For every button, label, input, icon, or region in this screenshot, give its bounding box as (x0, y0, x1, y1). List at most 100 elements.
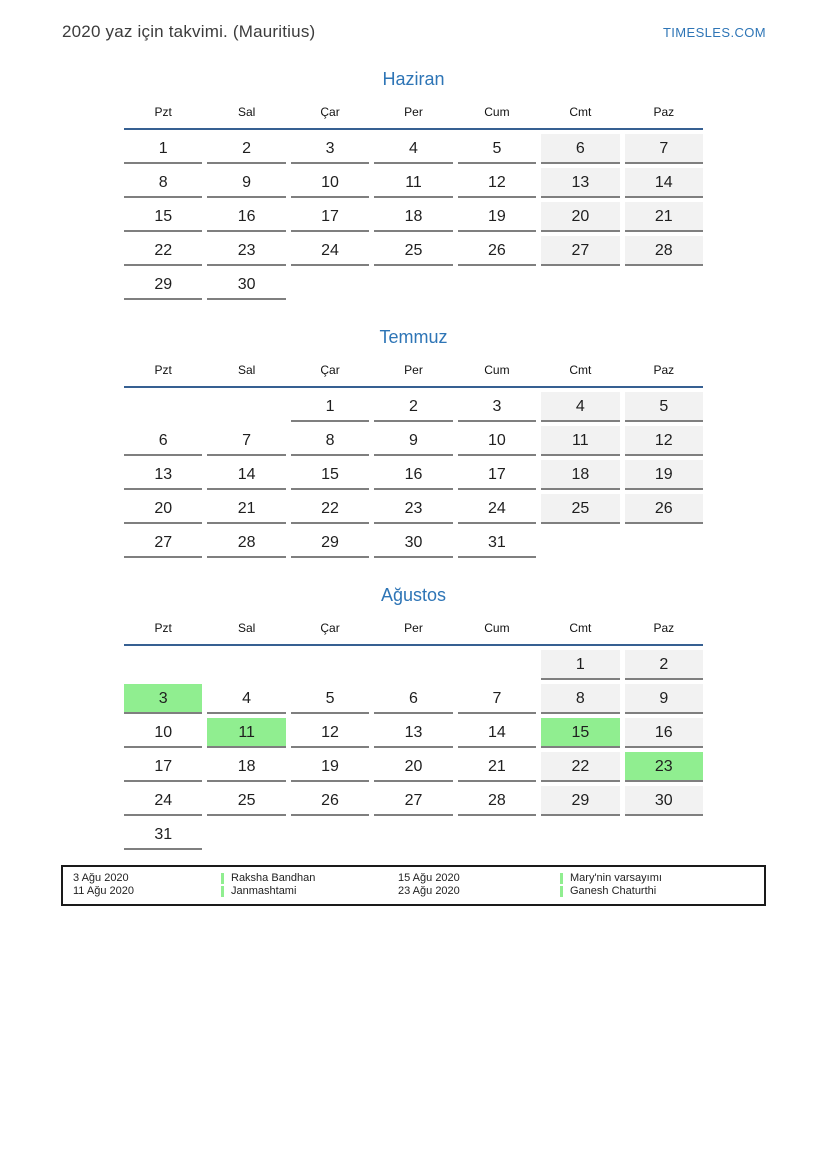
weekday-label: Cmt (569, 621, 592, 635)
weekday-label: Sal (237, 363, 256, 377)
empty-cell (207, 650, 285, 680)
legend-color-bar-icon (560, 886, 563, 897)
empty-cell (625, 528, 703, 558)
day-cell: 27 (374, 786, 453, 816)
day-cell: 11 (207, 718, 286, 748)
day-cell: 13 (541, 168, 620, 198)
day-cell: 21 (207, 494, 286, 524)
legend-date: 23 Ağu 2020 (398, 885, 460, 897)
day-cell: 9 (624, 684, 703, 714)
empty-cell (541, 528, 619, 558)
day-cell: 26 (290, 786, 370, 816)
day-cell: 25 (541, 494, 620, 524)
empty-cell (541, 820, 619, 850)
month-grid: 1 2 3 4 5 6 7 8 9 10 11 12 13 14 15 16 17 18 19 20 21 22 23 24 2… (124, 650, 703, 850)
weekday-label: Sal (237, 105, 256, 119)
month-grid: 1 2 3 4 5 6 7 8 9 10 11 12 13 14 15 16 17 18 19 20 21 22 23 24 2… (124, 392, 703, 558)
day-cell: 15 (290, 460, 370, 490)
weekday-label: Cum (484, 105, 510, 119)
weekday-label: Paz (653, 363, 675, 377)
day-cell: 28 (457, 786, 537, 816)
day-cell: 27 (124, 528, 203, 558)
empty-cell (541, 270, 619, 300)
weekday-label: Per (404, 105, 423, 119)
weekday-label: Cmt (569, 105, 592, 119)
legend-color-bar-icon (221, 873, 224, 884)
month-title: Temmuz (379, 327, 448, 347)
empty-cell (374, 270, 452, 300)
day-cell: 21 (457, 752, 537, 782)
empty-cell (625, 820, 703, 850)
legend-holiday-name-text: Janmashtami (231, 885, 297, 897)
legend-holiday-name-text: Mary'nin varsayımı (570, 872, 662, 884)
day-cell: 15 (124, 202, 203, 232)
day-cell: 22 (541, 752, 620, 782)
legend-names-column: Mary'nin varsayımı Ganesh Chaturthi (560, 872, 756, 898)
weekday-label: Per (404, 621, 423, 635)
weekday-label: Pzt (154, 105, 172, 119)
day-cell: 2 (374, 392, 453, 422)
month-section: Temmuz Pzt Sal Çar Per Cum Cmt Paz 1 2 3 4 5 6 7 8 9 10… (124, 327, 703, 558)
day-cell: 18 (541, 460, 620, 490)
day-cell: 18 (207, 752, 286, 782)
holiday-legend: 3 Ağu 2020 11 Ağu 2020 Raksha Bandhan Janma… (61, 865, 766, 906)
weekday-label: Per (404, 363, 423, 377)
weekday-label: Pzt (154, 363, 172, 377)
day-cell: 6 (374, 684, 453, 714)
weekday-label: Paz (653, 621, 675, 635)
day-cell: 24 (124, 786, 203, 816)
day-cell: 3 (124, 684, 203, 714)
empty-cell (124, 650, 202, 680)
empty-cell (291, 820, 369, 850)
day-cell: 30 (374, 528, 453, 558)
legend-holiday-name: Raksha Bandhan (221, 872, 398, 885)
legend-dates-column: 3 Ağu 2020 11 Ağu 2020 (73, 872, 221, 898)
day-cell: 12 (290, 718, 370, 748)
legend-holiday-name-text: Ganesh Chaturthi (570, 885, 657, 897)
day-cell: 22 (290, 494, 370, 524)
day-cell: 5 (624, 392, 703, 422)
day-cell: 10 (457, 426, 537, 456)
weekday-label: Cum (484, 621, 510, 635)
day-cell: 19 (457, 202, 537, 232)
day-cell: 4 (541, 392, 620, 422)
day-cell: 8 (290, 426, 370, 456)
day-cell: 2 (207, 134, 286, 164)
empty-cell (458, 650, 536, 680)
day-cell: 20 (124, 494, 203, 524)
day-cell: 28 (624, 236, 703, 266)
legend-dates-column: 15 Ağu 2020 23 Ağu 2020 (398, 872, 560, 898)
day-cell: 11 (541, 426, 620, 456)
day-cell: 16 (374, 460, 453, 490)
legend-color-bar-icon (221, 886, 224, 897)
day-cell: 23 (624, 752, 703, 782)
weekday-header-row: Pzt Sal Çar Per Cum Cmt Paz (124, 105, 703, 130)
legend-date: 15 Ağu 2020 (398, 872, 460, 884)
day-cell: 17 (290, 202, 370, 232)
day-cell: 31 (457, 528, 537, 558)
day-cell: 7 (457, 684, 537, 714)
legend-date: 11 Ağu 2020 (73, 885, 134, 897)
empty-cell (291, 650, 369, 680)
empty-cell (374, 650, 452, 680)
day-cell: 9 (207, 168, 286, 198)
day-cell: 4 (207, 684, 286, 714)
day-cell: 31 (124, 820, 203, 850)
day-cell: 12 (457, 168, 537, 198)
month-title: Ağustos (380, 585, 447, 605)
weekday-label: Cum (484, 363, 510, 377)
legend-holiday-name: Mary'nin varsayımı (560, 872, 756, 885)
weekday-label: Pzt (154, 621, 172, 635)
day-cell: 28 (207, 528, 286, 558)
empty-cell (625, 270, 703, 300)
day-cell: 4 (374, 134, 453, 164)
legend-holiday-name-text: Raksha Bandhan (231, 872, 316, 884)
day-cell: 5 (457, 134, 537, 164)
day-cell: 3 (290, 134, 370, 164)
day-cell: 7 (207, 426, 286, 456)
day-cell: 24 (290, 236, 370, 266)
site-link[interactable]: TIMESLES.COM (662, 25, 766, 40)
